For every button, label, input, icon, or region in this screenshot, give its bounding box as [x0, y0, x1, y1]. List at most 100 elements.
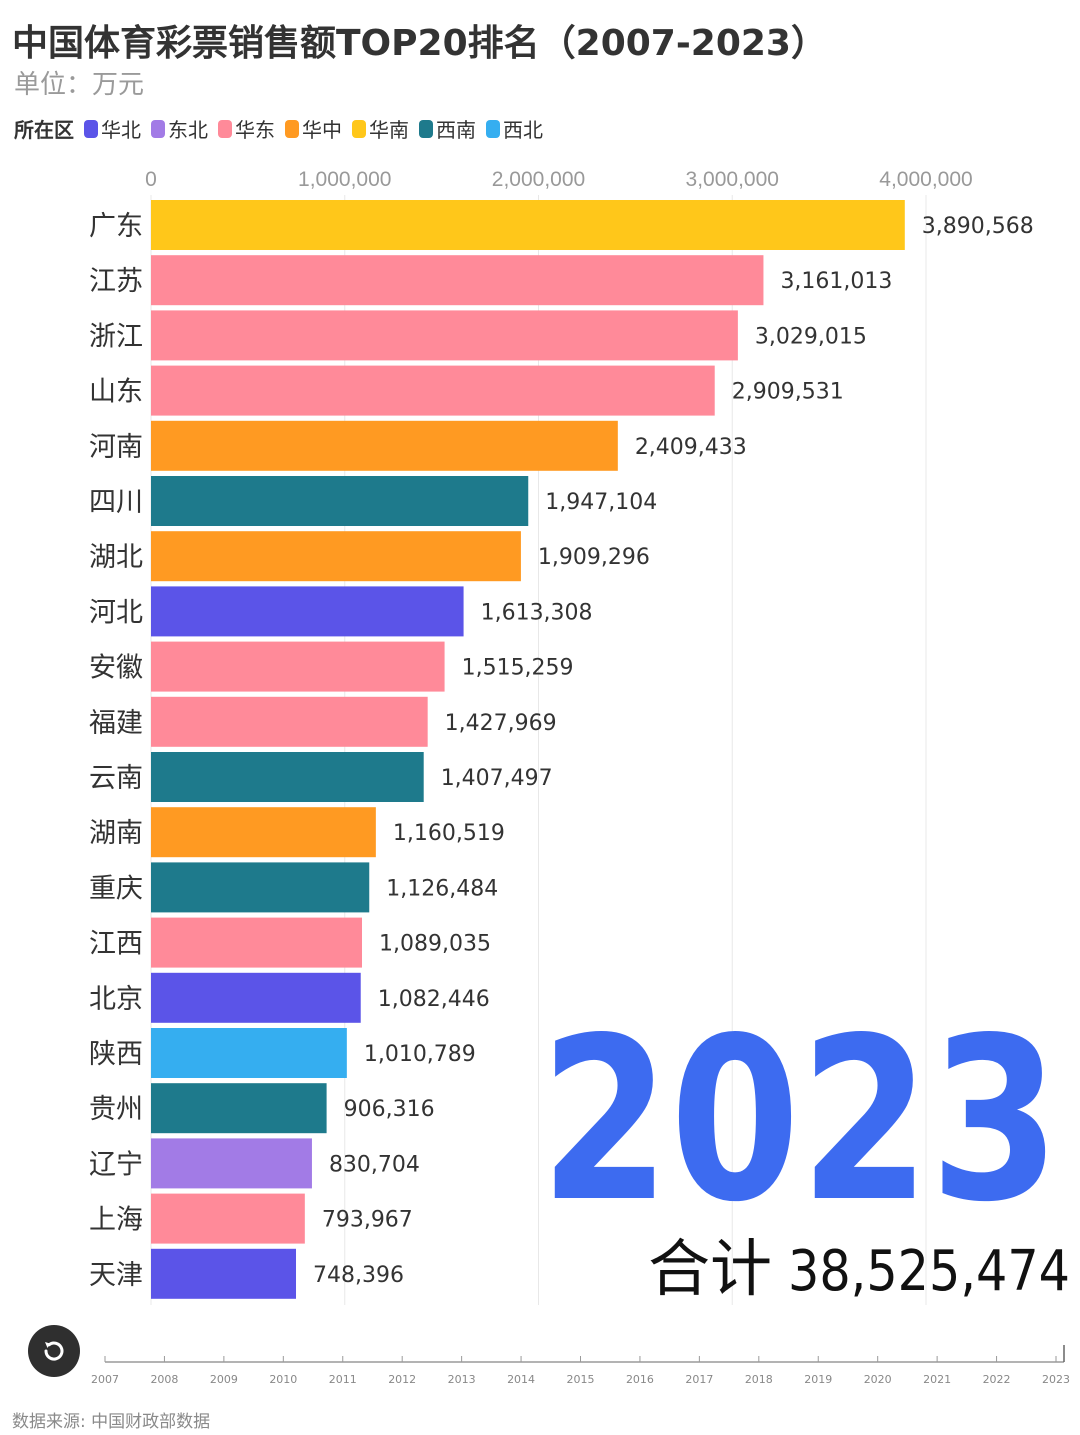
timeline-year: 2016	[626, 1373, 654, 1386]
value-label: 3,029,015	[755, 324, 867, 349]
bar	[151, 255, 764, 306]
legend: 所在区 华北 东北 华东 华中 华南 西南 西北	[14, 114, 553, 143]
bar	[151, 476, 529, 526]
value-label: 1,427,969	[445, 711, 557, 736]
x-tick-label: 2,000,000	[492, 168, 585, 191]
legend-swatch	[486, 119, 500, 138]
x-tick-label: 3,000,000	[686, 168, 779, 191]
value-label: 3,161,013	[780, 269, 892, 294]
category-label: 江苏	[89, 266, 143, 297]
category-label: 江西	[89, 929, 143, 960]
bar	[151, 752, 424, 802]
category-label: 安徽	[89, 653, 143, 684]
value-label: 1,126,484	[386, 876, 498, 901]
bar	[151, 586, 464, 637]
total-label: 合计	[648, 1232, 772, 1305]
legend-label: 西南	[436, 118, 476, 142]
bar	[151, 862, 370, 913]
bar	[151, 420, 618, 471]
value-label: 830,704	[329, 1152, 420, 1177]
value-label: 3,890,568	[922, 214, 1034, 239]
x-tick-label: 1,000,000	[298, 168, 391, 191]
legend-label: 华南	[369, 118, 409, 142]
value-label: 1,010,789	[364, 1042, 476, 1067]
timeline-year: 2017	[685, 1373, 713, 1386]
category-label: 上海	[89, 1205, 143, 1236]
value-label: 1,089,035	[379, 932, 491, 957]
category-label: 重庆	[89, 873, 143, 904]
source-note: 数据来源: 中国财政部数据	[12, 1412, 211, 1432]
value-label: 1,613,308	[481, 600, 593, 625]
bar	[151, 1083, 327, 1134]
legend-swatch	[285, 119, 299, 138]
legend-swatch	[352, 119, 366, 138]
category-label: 河北	[89, 597, 143, 628]
replay-icon	[44, 1341, 64, 1361]
bar	[151, 365, 715, 416]
bar-chart: 0 1,000,000 2,000,000 3,000,000 4,000,000 202…	[89, 168, 1070, 1386]
category-label: 浙江	[89, 321, 143, 352]
bar	[151, 1138, 312, 1189]
timeline-year: 2019	[804, 1373, 832, 1386]
value-label: 1,407,497	[441, 766, 553, 791]
timeline-year: 2015	[567, 1373, 595, 1386]
value-label: 2,409,433	[635, 435, 747, 460]
legend-items: 华北 东北 华东 华中 华南 西南 西北	[84, 114, 553, 143]
timeline-year: 2021	[923, 1373, 951, 1386]
year-label: 2023	[540, 990, 1060, 1252]
legend-item: 华中	[285, 114, 342, 143]
value-label: 793,967	[322, 1208, 413, 1233]
timeline-year: 2020	[864, 1373, 892, 1386]
bar	[151, 1028, 347, 1078]
category-label: 湖北	[89, 542, 143, 573]
category-label: 广东	[89, 211, 143, 242]
timeline-year: 2023	[1042, 1373, 1070, 1386]
legend-swatch	[84, 119, 98, 138]
legend-item: 华北	[84, 114, 141, 143]
timeline-year: 2018	[745, 1373, 773, 1386]
legend-label: 华东	[235, 118, 275, 142]
x-tick-label: 0	[145, 168, 157, 191]
legend-item: 西北	[486, 114, 543, 143]
timeline-year: 2022	[983, 1373, 1011, 1386]
chart-title: 中国体育彩票销售额TOP20排名（2007-2023）	[12, 23, 827, 64]
bar	[151, 641, 445, 692]
bar	[151, 1193, 305, 1244]
category-label: 陕西	[89, 1039, 143, 1070]
category-label: 湖南	[89, 818, 143, 849]
timeline-year: 2007	[91, 1373, 119, 1386]
legend-label: 华中	[302, 118, 342, 142]
bar	[151, 200, 905, 250]
category-label: 贵州	[89, 1094, 143, 1125]
bar	[151, 696, 428, 747]
total-value: 38,525,474	[788, 1239, 1070, 1304]
value-label: 748,396	[313, 1263, 404, 1288]
legend-item: 东北	[151, 114, 208, 143]
timeline-year: 2009	[210, 1373, 238, 1386]
bar	[151, 807, 376, 858]
legend-item: 华南	[352, 114, 409, 143]
timeline-year: 2012	[388, 1373, 416, 1386]
value-label: 1,082,446	[378, 987, 490, 1012]
bar	[151, 531, 521, 582]
category-label: 辽宁	[89, 1149, 143, 1180]
value-label: 2,909,531	[732, 380, 844, 405]
category-label: 河南	[89, 432, 143, 463]
legend-swatch	[419, 119, 433, 138]
category-label: 北京	[89, 984, 143, 1015]
bar	[151, 1248, 297, 1299]
legend-label: 西北	[503, 118, 543, 142]
bar	[151, 917, 363, 968]
legend-swatch	[151, 119, 165, 138]
replay-button[interactable]	[28, 1325, 80, 1377]
value-label: 1,160,519	[393, 821, 505, 846]
timeline-year: 2013	[448, 1373, 476, 1386]
value-label: 1,515,259	[462, 656, 574, 681]
category-label: 山东	[89, 377, 143, 408]
timeline-year: 2008	[150, 1373, 178, 1386]
legend-item: 华东	[218, 114, 275, 143]
legend-item: 西南	[419, 114, 476, 143]
unit-label: 单位：万元	[14, 70, 145, 100]
category-label: 云南	[89, 763, 143, 794]
legend-label: 东北	[168, 118, 208, 142]
